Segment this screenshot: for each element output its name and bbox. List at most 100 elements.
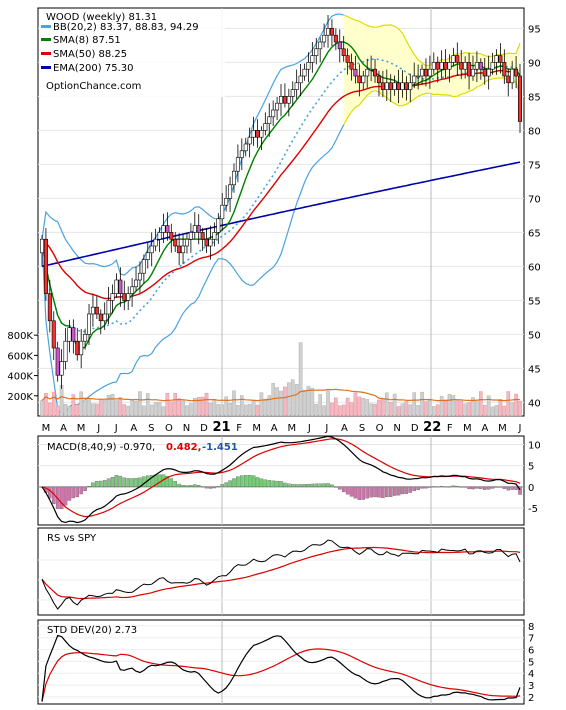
volume-bar	[494, 405, 499, 417]
macd-hist-bar	[110, 477, 115, 488]
candle-body	[349, 62, 354, 70]
month-label: J	[307, 423, 311, 434]
volume-ma-line	[41, 388, 521, 402]
macd-hist-bar	[298, 484, 303, 488]
candle-body	[184, 238, 189, 247]
month-label: A	[60, 423, 67, 434]
volume-bar	[40, 400, 44, 417]
macd-hist-bar	[243, 475, 248, 488]
candle-body	[71, 327, 76, 342]
volume-bar	[114, 400, 119, 417]
price-tick-label: 40	[528, 398, 541, 409]
month-label: N	[393, 423, 400, 434]
macd-hist-bar	[518, 486, 522, 495]
month-label: A	[341, 423, 348, 434]
volume-bar	[341, 404, 346, 417]
macd-hist-bar	[388, 486, 393, 497]
volume-bar	[396, 406, 401, 417]
month-label: M	[252, 423, 261, 434]
candle-body	[59, 361, 64, 376]
price-tick-label: 90	[528, 58, 541, 69]
volume-bar	[310, 387, 315, 417]
candle-body	[388, 82, 393, 90]
candle-body	[337, 41, 342, 50]
volume-bar	[267, 395, 272, 417]
macd-hist-bar	[232, 478, 236, 488]
volume-bar	[224, 396, 228, 417]
price-tick-label: 60	[528, 262, 541, 273]
price-tick-label: 65	[528, 228, 541, 239]
rs-line	[41, 539, 521, 610]
rs-lines	[41, 539, 521, 610]
month-label: J	[518, 423, 522, 434]
volume-bar	[236, 405, 240, 417]
candle-body	[63, 340, 68, 362]
month-label: S	[148, 423, 154, 434]
macd-hist-bar	[71, 486, 76, 499]
candle-body	[463, 62, 468, 70]
macd-hist-bar	[302, 484, 307, 488]
volume-bar	[196, 397, 201, 417]
ema200-path	[41, 161, 521, 268]
macd-hist-bar	[185, 485, 189, 488]
macd-hist-bar	[189, 485, 193, 488]
volume-bars	[40, 342, 522, 417]
volume-bar	[204, 392, 209, 417]
candle-body	[200, 232, 205, 240]
volume-bar	[404, 401, 409, 417]
volume-bar	[349, 402, 354, 417]
macd-hist-bar	[400, 486, 405, 495]
month-label: J	[96, 423, 100, 434]
volume-bar	[381, 398, 385, 417]
volume-bar	[48, 402, 52, 417]
candle-body	[251, 130, 256, 138]
macd-hist-bar	[208, 486, 213, 489]
macd-hist-bar	[275, 480, 279, 488]
macd-hist-bar	[345, 486, 350, 495]
candle-body	[51, 320, 56, 349]
macd-hist-bar	[142, 476, 146, 488]
macd-hist-bar	[126, 478, 130, 488]
candle-body	[224, 198, 229, 206]
std-lines	[41, 634, 521, 702]
volume-bar	[44, 393, 48, 417]
month-label: M	[42, 423, 51, 434]
candle-body	[43, 238, 48, 294]
candle-body	[106, 300, 111, 315]
macd-hist-bar	[267, 480, 271, 488]
macd-axis-ticks: 10 5 0 -5	[528, 440, 541, 515]
month-label: F	[447, 423, 453, 434]
volume-bar	[377, 399, 381, 417]
volume-bar	[498, 399, 503, 417]
macd-hist-bar	[169, 478, 174, 488]
candle-body	[294, 82, 299, 90]
macd-hist-bar	[99, 480, 103, 488]
macd-hist-bar	[291, 484, 295, 488]
macd-hist-bar	[385, 486, 389, 498]
macd-hist-bar	[357, 486, 362, 500]
volume-bar	[447, 394, 452, 417]
candle-body	[365, 68, 370, 77]
month-label: 21	[213, 420, 231, 435]
bb-upper-line	[41, 13, 344, 276]
volume-bar	[51, 391, 56, 417]
site-label: OptionChance.com	[46, 81, 141, 92]
candle-body	[137, 272, 142, 281]
std-tick-label: 2	[528, 693, 534, 704]
volume-bar	[432, 406, 436, 417]
candle-body	[263, 123, 268, 131]
macd-hist-bar	[59, 486, 64, 510]
volume-bar	[435, 404, 440, 417]
macd-hist-bar	[392, 486, 397, 496]
sma8-path	[41, 41, 521, 350]
macd-hist-bar	[381, 486, 385, 498]
volume-bar	[322, 405, 326, 417]
volume-bar	[416, 405, 420, 417]
macd-hist-bar	[326, 483, 330, 488]
macd-hist-bar	[396, 486, 401, 496]
candle-body	[220, 204, 225, 220]
volume-bar	[83, 399, 87, 417]
volume-bar	[334, 397, 338, 417]
